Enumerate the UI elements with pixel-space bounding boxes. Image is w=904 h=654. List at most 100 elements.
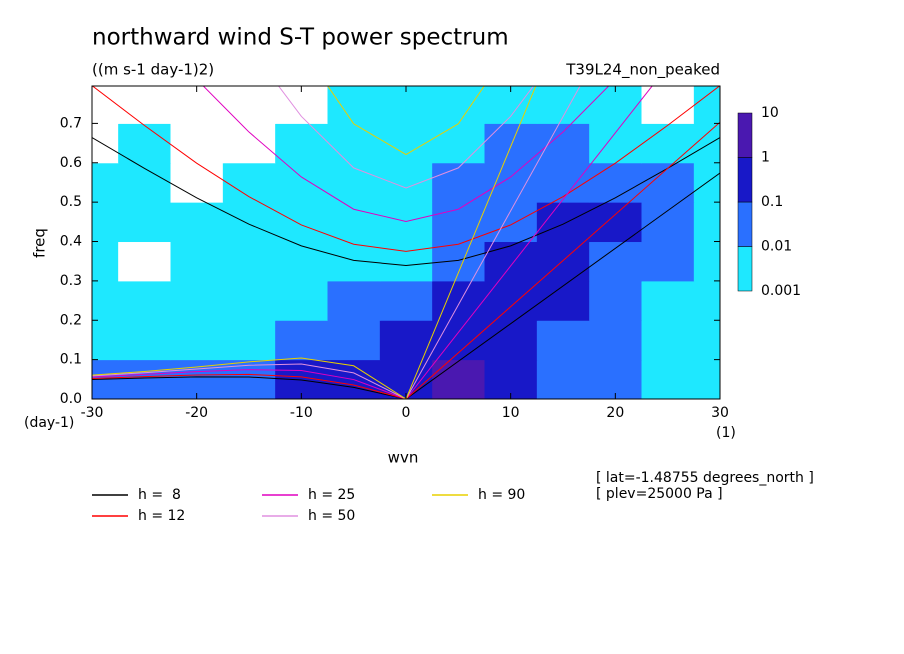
legend-label: h = 90: [478, 487, 525, 503]
power-cell: [118, 162, 171, 203]
x-axis-label: wvn: [388, 449, 419, 467]
x-tick-label: -20: [185, 405, 208, 421]
dispersion-curve: [92, 357, 407, 399]
power-cell: [275, 162, 328, 203]
power-cell: [222, 162, 276, 203]
power-cell: [118, 86, 171, 124]
power-cell: [641, 123, 695, 164]
power-cell: [589, 202, 642, 243]
legend-label: h = 25: [308, 487, 355, 503]
power-cell: [432, 241, 485, 282]
power-cell: [170, 123, 224, 164]
plot-area: [92, 86, 720, 399]
power-cell: [641, 320, 695, 361]
power-cell: [170, 162, 224, 203]
dispersion-curve: [405, 172, 720, 399]
x-unit: (1): [716, 425, 736, 441]
power-cell: [432, 162, 485, 203]
power-cell: [432, 86, 485, 124]
legend-label: h = 12: [138, 508, 185, 524]
y-unit: (day-1): [24, 415, 74, 431]
power-cell: [641, 86, 695, 124]
power-cell: [432, 320, 485, 361]
power-cell: [589, 280, 642, 321]
power-cell: [275, 123, 328, 164]
x-tick-label: 0: [402, 405, 411, 421]
colorbar-swatch: [737, 157, 753, 203]
power-cell: [484, 320, 538, 361]
power-cell: [327, 86, 381, 124]
power-cell: [222, 202, 276, 243]
power-cell: [222, 123, 276, 164]
power-cell: [118, 359, 171, 399]
legend-label: h = 50: [308, 508, 355, 524]
power-cell: [693, 359, 720, 399]
power-cell: [589, 86, 642, 124]
power-cell: [379, 162, 433, 203]
power-cell: [170, 202, 224, 243]
y-tick-label: 0.7: [60, 115, 82, 131]
power-cell: [693, 123, 720, 164]
power-cell: [118, 280, 171, 321]
power-cell: [693, 280, 720, 321]
power-cell: [484, 202, 538, 243]
power-cell: [641, 202, 695, 243]
power-cell: [222, 86, 276, 124]
colorbar-label: 0.001: [761, 283, 801, 299]
power-cell: [170, 86, 224, 124]
x-tick-label: -10: [290, 405, 313, 421]
colorbar-label: 10: [761, 105, 779, 121]
power-cell: [432, 123, 485, 164]
power-cell: [589, 123, 642, 164]
power-cell: [118, 123, 171, 164]
x-tick-label: -30: [81, 405, 104, 421]
annotation: [ plev=25000 Pa ]: [596, 486, 723, 502]
power-cell: [327, 280, 381, 321]
colorbar-swatch: [737, 246, 753, 292]
power-cell: [222, 241, 276, 282]
y-tick-label: 0.6: [60, 155, 82, 171]
power-cell: [432, 202, 485, 243]
power-cell: [275, 280, 328, 321]
power-cell: [327, 162, 381, 203]
power-cell: [327, 202, 381, 243]
power-cell: [379, 86, 433, 124]
power-cell: [118, 241, 171, 282]
power-cell: [170, 280, 224, 321]
dispersion-curve: [405, 86, 537, 399]
power-cell: [118, 202, 171, 243]
power-cell: [432, 280, 485, 321]
y-axis-label: freq: [31, 228, 49, 258]
power-cell: [379, 241, 433, 282]
power-cell: [536, 241, 590, 282]
power-cell: [484, 123, 538, 164]
power-cell: [379, 280, 433, 321]
power-cell: [693, 202, 720, 243]
power-cell: [641, 280, 695, 321]
power-cell: [379, 202, 433, 243]
power-cell: [484, 162, 538, 203]
power-cell: [536, 280, 590, 321]
power-cell: [379, 123, 433, 164]
dispersion-curve: [92, 86, 720, 252]
x-tick-label: 10: [502, 405, 520, 421]
power-cell: [275, 86, 328, 124]
power-cell: [484, 241, 538, 282]
y-tick-label: 0.3: [60, 273, 82, 289]
power-cell: [92, 123, 119, 164]
dispersion-curve: [405, 121, 720, 399]
power-cell: [92, 320, 119, 361]
y-tick-label: 0.0: [60, 391, 82, 407]
power-cell: [327, 241, 381, 282]
power-cell: [432, 359, 485, 399]
power-cell: [641, 162, 695, 203]
chart-subtitle: ((m s-1 day-1)2): [92, 61, 214, 79]
power-cell: [641, 241, 695, 282]
legend-label: h = 8: [138, 487, 181, 503]
dispersion-curve: [405, 86, 653, 399]
run-label: T39L24_non_peaked: [565, 61, 720, 80]
power-cell: [327, 320, 381, 361]
power-cell: [92, 162, 119, 203]
power-cell: [641, 359, 695, 399]
